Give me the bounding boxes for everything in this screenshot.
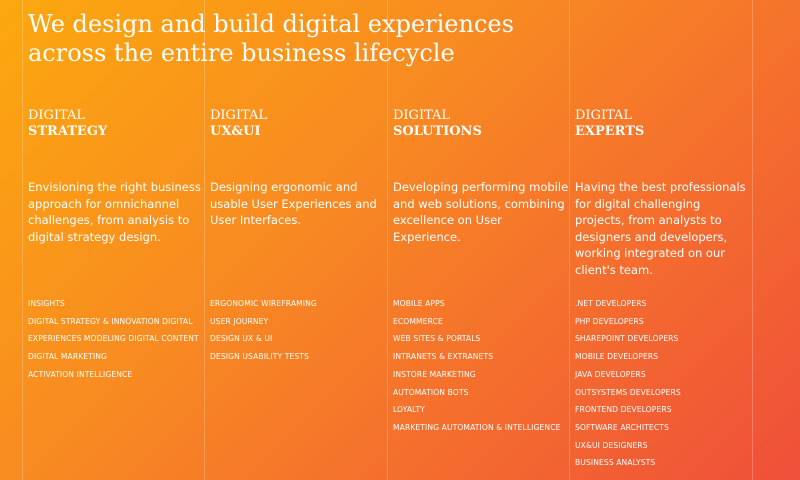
- service-item: DESIGN USABILITY TESTS: [210, 352, 309, 362]
- column-title-line: SOLUTIONS: [393, 124, 482, 139]
- service-item: INSTORE MARKETING: [393, 369, 476, 379]
- service-item: SHAREPOINT DEVELOPERS: [575, 334, 679, 344]
- service-item: MOBILE DEVELOPERS: [575, 352, 659, 362]
- column-description: Designing ergonomic and usable User Expe…: [210, 180, 377, 227]
- service-item: DIGITAL STRATEGY & INNOVATION DIGITAL: [28, 316, 193, 326]
- service-item: MARKETING AUTOMATION & INTELLIGENCE: [393, 422, 561, 432]
- service-list: ERGONOMIC WIREFRAMING USER JOURNEY DESIGN …: [210, 295, 395, 366]
- service-item: LOYALTY: [393, 405, 425, 415]
- service-item: ECOMMERCE: [393, 316, 443, 326]
- service-list: .NET DEVELOPERS PHP DEVELOPERS SHAREPOINT …: [575, 295, 760, 472]
- column-title: DIGITAL STRATEGY: [28, 108, 206, 140]
- headline-line: across the entire business lifecycle: [28, 39, 455, 67]
- column-description: Having the best professionals for digita…: [575, 180, 746, 277]
- column-title-line: DIGITAL: [28, 108, 86, 123]
- service-item: MOBILE APPS: [393, 299, 445, 308]
- service-column: DIGITAL EXPERTS Having the best profession…: [575, 108, 753, 467]
- service-list: MOBILE APPS ECOMMERCE WEB SITES & PORTALS I…: [393, 295, 578, 437]
- divider: [22, 0, 23, 480]
- service-item: ERGONOMIC WIREFRAMING: [210, 299, 317, 308]
- column-description: Developing performing mobile and web sol…: [393, 180, 569, 244]
- service-column: DIGITAL STRATEGY Envisioning the right bus…: [28, 108, 206, 379]
- service-item: ACTIVATION INTELLIGENCE: [28, 369, 133, 379]
- service-item: DESIGN UX & UI: [210, 334, 273, 344]
- service-item: BUSINESS ANALYSTS: [575, 458, 656, 468]
- column-title: DIGITAL EXPERTS: [575, 108, 753, 140]
- service-item: DIGITAL MARKETING: [28, 352, 108, 362]
- column-description: Envisioning the right business approach …: [28, 180, 201, 244]
- divider: [752, 0, 753, 480]
- service-item: EXPERIENCES MODELING DIGITAL CONTENT: [28, 334, 199, 344]
- service-column: DIGITAL SOLUTIONS Developing performing mo…: [393, 108, 571, 432]
- service-item: AUTOMATION BOTS: [393, 387, 469, 397]
- service-item: SOFTWARE ARCHITECTS: [575, 422, 669, 432]
- service-item: PHP DEVELOPERS: [575, 316, 644, 326]
- service-item: FRONTEND DEVELOPERS: [575, 405, 672, 415]
- service-item: WEB SITES & PORTALS: [393, 334, 481, 344]
- column-title-line: EXPERTS: [575, 124, 645, 139]
- headline: We design and build digital experiences …: [28, 10, 514, 68]
- service-item: OUTSYSTEMS DEVELOPERS: [575, 387, 681, 397]
- service-item: JAVA DEVELOPERS: [575, 369, 646, 379]
- column-title-line: DIGITAL: [393, 108, 451, 123]
- service-item: INTRANETS & EXTRANETS: [393, 352, 494, 362]
- column-title-line: UX&UI: [210, 124, 261, 139]
- service-item: INSIGHTS: [28, 299, 65, 308]
- divider: [387, 0, 388, 480]
- column-title: DIGITAL UX&UI: [210, 108, 388, 140]
- divider: [569, 0, 570, 480]
- service-item: .NET DEVELOPERS: [575, 299, 647, 308]
- headline-line: We design and build digital experiences: [28, 10, 514, 38]
- column-title-line: STRATEGY: [28, 124, 108, 139]
- service-list: INSIGHTS DIGITAL STRATEGY & INNOVATION DI…: [28, 295, 213, 384]
- service-item: UX&UI DESIGNERS: [575, 440, 648, 450]
- column-title-line: DIGITAL: [210, 108, 268, 123]
- service-item: USER JOURNEY: [210, 316, 269, 326]
- service-column: DIGITAL UX&UI Designing ergonomic and usab…: [210, 108, 388, 361]
- column-title: DIGITAL SOLUTIONS: [393, 108, 571, 140]
- divider: [204, 0, 205, 480]
- column-title-line: DIGITAL: [575, 108, 633, 123]
